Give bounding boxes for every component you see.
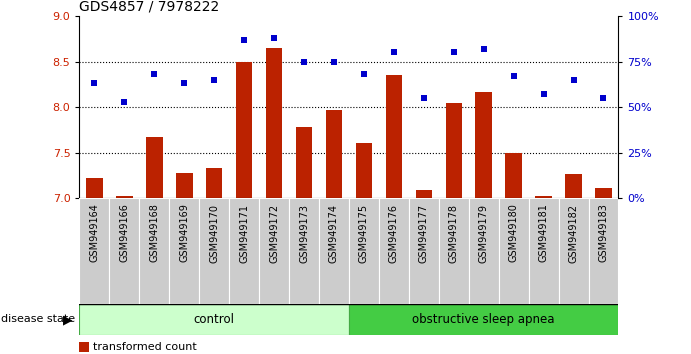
- Bar: [386, 75, 402, 198]
- Bar: [79, 304, 349, 335]
- Text: GSM949173: GSM949173: [299, 204, 309, 263]
- Point: [448, 50, 460, 55]
- Bar: [595, 188, 612, 198]
- Text: control: control: [193, 313, 235, 326]
- Text: GSM949178: GSM949178: [448, 204, 459, 263]
- Bar: [109, 198, 140, 304]
- Bar: [319, 198, 349, 304]
- Bar: [379, 198, 409, 304]
- Bar: [199, 198, 229, 304]
- Bar: [499, 198, 529, 304]
- Point: [508, 73, 519, 79]
- Bar: [349, 304, 618, 335]
- Bar: [169, 198, 199, 304]
- Bar: [356, 143, 372, 198]
- Point: [359, 72, 370, 77]
- Point: [269, 35, 280, 41]
- Text: GSM949172: GSM949172: [269, 204, 279, 263]
- Text: GSM949171: GSM949171: [239, 204, 249, 263]
- Text: ▶: ▶: [63, 313, 73, 326]
- Point: [209, 77, 220, 82]
- Bar: [415, 190, 432, 198]
- Bar: [266, 48, 283, 198]
- Bar: [229, 198, 259, 304]
- Point: [598, 95, 609, 101]
- Point: [149, 72, 160, 77]
- Bar: [536, 195, 552, 198]
- Bar: [86, 178, 103, 198]
- Bar: [325, 110, 342, 198]
- Bar: [446, 103, 462, 198]
- Text: GDS4857 / 7978222: GDS4857 / 7978222: [79, 0, 220, 13]
- Text: GSM949169: GSM949169: [179, 204, 189, 262]
- Point: [119, 99, 130, 104]
- Bar: [289, 198, 319, 304]
- Bar: [259, 198, 289, 304]
- Point: [328, 59, 339, 64]
- Bar: [116, 195, 133, 198]
- Bar: [79, 342, 89, 352]
- Bar: [206, 168, 223, 198]
- Point: [179, 81, 190, 86]
- Bar: [79, 198, 109, 304]
- Text: GSM949174: GSM949174: [329, 204, 339, 263]
- Text: GSM949177: GSM949177: [419, 204, 429, 263]
- Bar: [176, 173, 193, 198]
- Text: GSM949183: GSM949183: [598, 204, 609, 262]
- Text: obstructive sleep apnea: obstructive sleep apnea: [413, 313, 555, 326]
- Point: [538, 91, 549, 97]
- Bar: [589, 198, 618, 304]
- Bar: [236, 62, 252, 198]
- Bar: [296, 127, 312, 198]
- Text: transformed count: transformed count: [93, 342, 197, 352]
- Bar: [505, 153, 522, 198]
- Bar: [529, 198, 558, 304]
- Text: GSM949180: GSM949180: [509, 204, 519, 262]
- Text: GSM949182: GSM949182: [569, 204, 578, 263]
- Text: GSM949181: GSM949181: [538, 204, 549, 262]
- Bar: [146, 137, 162, 198]
- Bar: [349, 198, 379, 304]
- Bar: [468, 198, 499, 304]
- Point: [238, 37, 249, 42]
- Point: [568, 77, 579, 82]
- Point: [299, 59, 310, 64]
- Text: GSM949176: GSM949176: [389, 204, 399, 263]
- Text: GSM949175: GSM949175: [359, 204, 369, 263]
- Text: GSM949179: GSM949179: [479, 204, 489, 263]
- Text: disease state: disease state: [1, 314, 75, 325]
- Text: GSM949170: GSM949170: [209, 204, 219, 263]
- Bar: [140, 198, 169, 304]
- Bar: [475, 92, 492, 198]
- Bar: [409, 198, 439, 304]
- Text: GSM949166: GSM949166: [120, 204, 129, 262]
- Bar: [439, 198, 468, 304]
- Point: [89, 81, 100, 86]
- Bar: [558, 198, 589, 304]
- Bar: [565, 173, 582, 198]
- Point: [388, 50, 399, 55]
- Point: [478, 46, 489, 52]
- Point: [418, 95, 429, 101]
- Text: GSM949168: GSM949168: [149, 204, 160, 262]
- Text: GSM949164: GSM949164: [89, 204, 100, 262]
